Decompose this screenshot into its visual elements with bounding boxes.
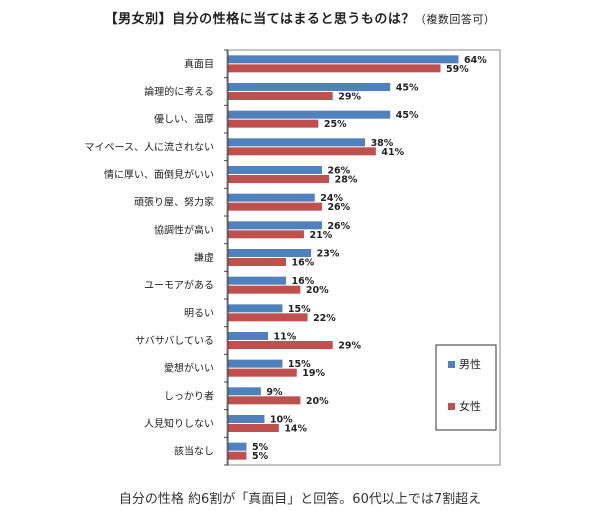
bar-male: [228, 304, 283, 313]
category-label: 該当なし: [174, 445, 214, 458]
category-label: 情に厚い、面倒見がいい: [104, 168, 214, 181]
category-label: しっかり者: [164, 390, 214, 402]
legend-box: [435, 344, 497, 431]
bar-male: [228, 276, 286, 285]
bar-female: [228, 368, 297, 377]
value-label-male: 24%: [320, 193, 343, 204]
bar-male: [228, 138, 366, 147]
bar-female: [228, 258, 286, 266]
bars-group: [228, 55, 459, 460]
category-label: 真面目: [184, 57, 214, 70]
bar-male: [228, 359, 283, 368]
bar-female: [228, 313, 308, 322]
legend-label: 女性: [459, 399, 481, 413]
bar-female: [228, 64, 441, 73]
bar-female: [228, 92, 333, 100]
plot-frame: [224, 49, 501, 466]
value-label-male: 23%: [317, 249, 340, 260]
bar-male: [228, 442, 247, 451]
value-label-female: 29%: [338, 92, 361, 103]
chart-svg: 真面目 64%59% 論理的に考える 45% 29% 優しい、温厚 45% 25% マイペース、…: [85, 49, 501, 466]
category-label: マイペース、人に流されない: [85, 140, 215, 153]
value-label-male: 11%: [274, 332, 297, 343]
bar-female: [228, 147, 376, 156]
category-label: 論理的に考える: [144, 85, 214, 98]
category-label: 協調性が高い: [154, 223, 214, 236]
bar-male: [228, 415, 265, 423]
value-label-male: 15%: [288, 304, 311, 315]
value-label-female: 26%: [327, 202, 350, 213]
value-label-female: 25%: [324, 119, 347, 130]
chart-title: 【男女別】自分の性格に当てはまると思うものは？（複数回答可）: [0, 8, 600, 27]
bar-male: [228, 387, 261, 396]
value-label-female: 21%: [309, 230, 332, 241]
category-label: 明るい: [184, 307, 214, 319]
bar-male: [228, 110, 391, 119]
value-label-female: 19%: [302, 368, 325, 379]
value-label-male: 38%: [371, 138, 394, 149]
bar-female: [228, 230, 304, 239]
bar-female: [228, 396, 301, 405]
bar-male: [228, 221, 322, 230]
value-label-female: 29%: [338, 341, 361, 352]
category-label: 頑張り屋、努力家: [134, 196, 214, 209]
category-label: 優しい、温厚: [154, 113, 214, 126]
plot-border: [226, 49, 501, 466]
category-label: 謙虚: [194, 251, 214, 264]
category-label: 愛想がいい: [164, 362, 214, 375]
legend-swatch: [448, 403, 455, 410]
bar-female: [228, 451, 247, 460]
value-label-male: 15%: [288, 359, 311, 370]
bar-female: [228, 175, 330, 183]
bar-male: [228, 55, 459, 64]
bar-male: [228, 193, 315, 202]
category-label: ユーモアがある: [144, 279, 214, 292]
value-label-female: 41%: [381, 147, 404, 158]
value-label-male: 64%: [464, 55, 487, 66]
value-label-male: 45%: [396, 83, 419, 94]
value-label-female: 28%: [335, 175, 358, 186]
bar-male: [228, 166, 322, 174]
bar-female: [228, 202, 322, 211]
value-label-male: 9%: [266, 387, 283, 398]
bar-female: [228, 341, 333, 349]
bar-male: [228, 249, 312, 257]
value-label-male: 45%: [396, 110, 419, 121]
value-label-male: 26%: [327, 221, 350, 232]
value-label-male: 10%: [270, 415, 293, 426]
value-label-male: 16%: [292, 276, 315, 287]
value-label-female: 5%: [252, 451, 269, 462]
value-label-male: 5%: [252, 442, 269, 453]
value-label-female: 16%: [292, 258, 315, 269]
category-label: 人見知りしない: [144, 417, 214, 430]
bar-female: [228, 424, 279, 432]
value-label-male: 26%: [327, 166, 350, 177]
chart-title-note: （複数回答可）: [414, 13, 496, 26]
bar-female: [228, 119, 319, 128]
bar-male: [228, 83, 391, 91]
value-label-female: 20%: [306, 285, 329, 296]
value-label-female: 20%: [306, 396, 329, 407]
legend-label: 男性: [459, 357, 481, 371]
value-label-female: 22%: [313, 313, 336, 324]
value-label-female: 14%: [284, 424, 307, 435]
labels-group: 真面目 64%59% 論理的に考える 45% 29% 優しい、温厚 45% 25% マイペース、…: [85, 55, 488, 462]
category-label: サバサバしている: [135, 335, 214, 347]
bar-male: [228, 332, 269, 340]
chart-title-main: 【男女別】自分の性格に当てはまると思うものは？: [104, 12, 415, 27]
value-label-female: 59%: [446, 64, 469, 75]
bar-female: [228, 285, 301, 294]
legend-swatch: [448, 361, 455, 368]
chart-caption: 自分の性格 約6割が「真面目」と回答。60代以上では7割超え: [118, 492, 482, 507]
